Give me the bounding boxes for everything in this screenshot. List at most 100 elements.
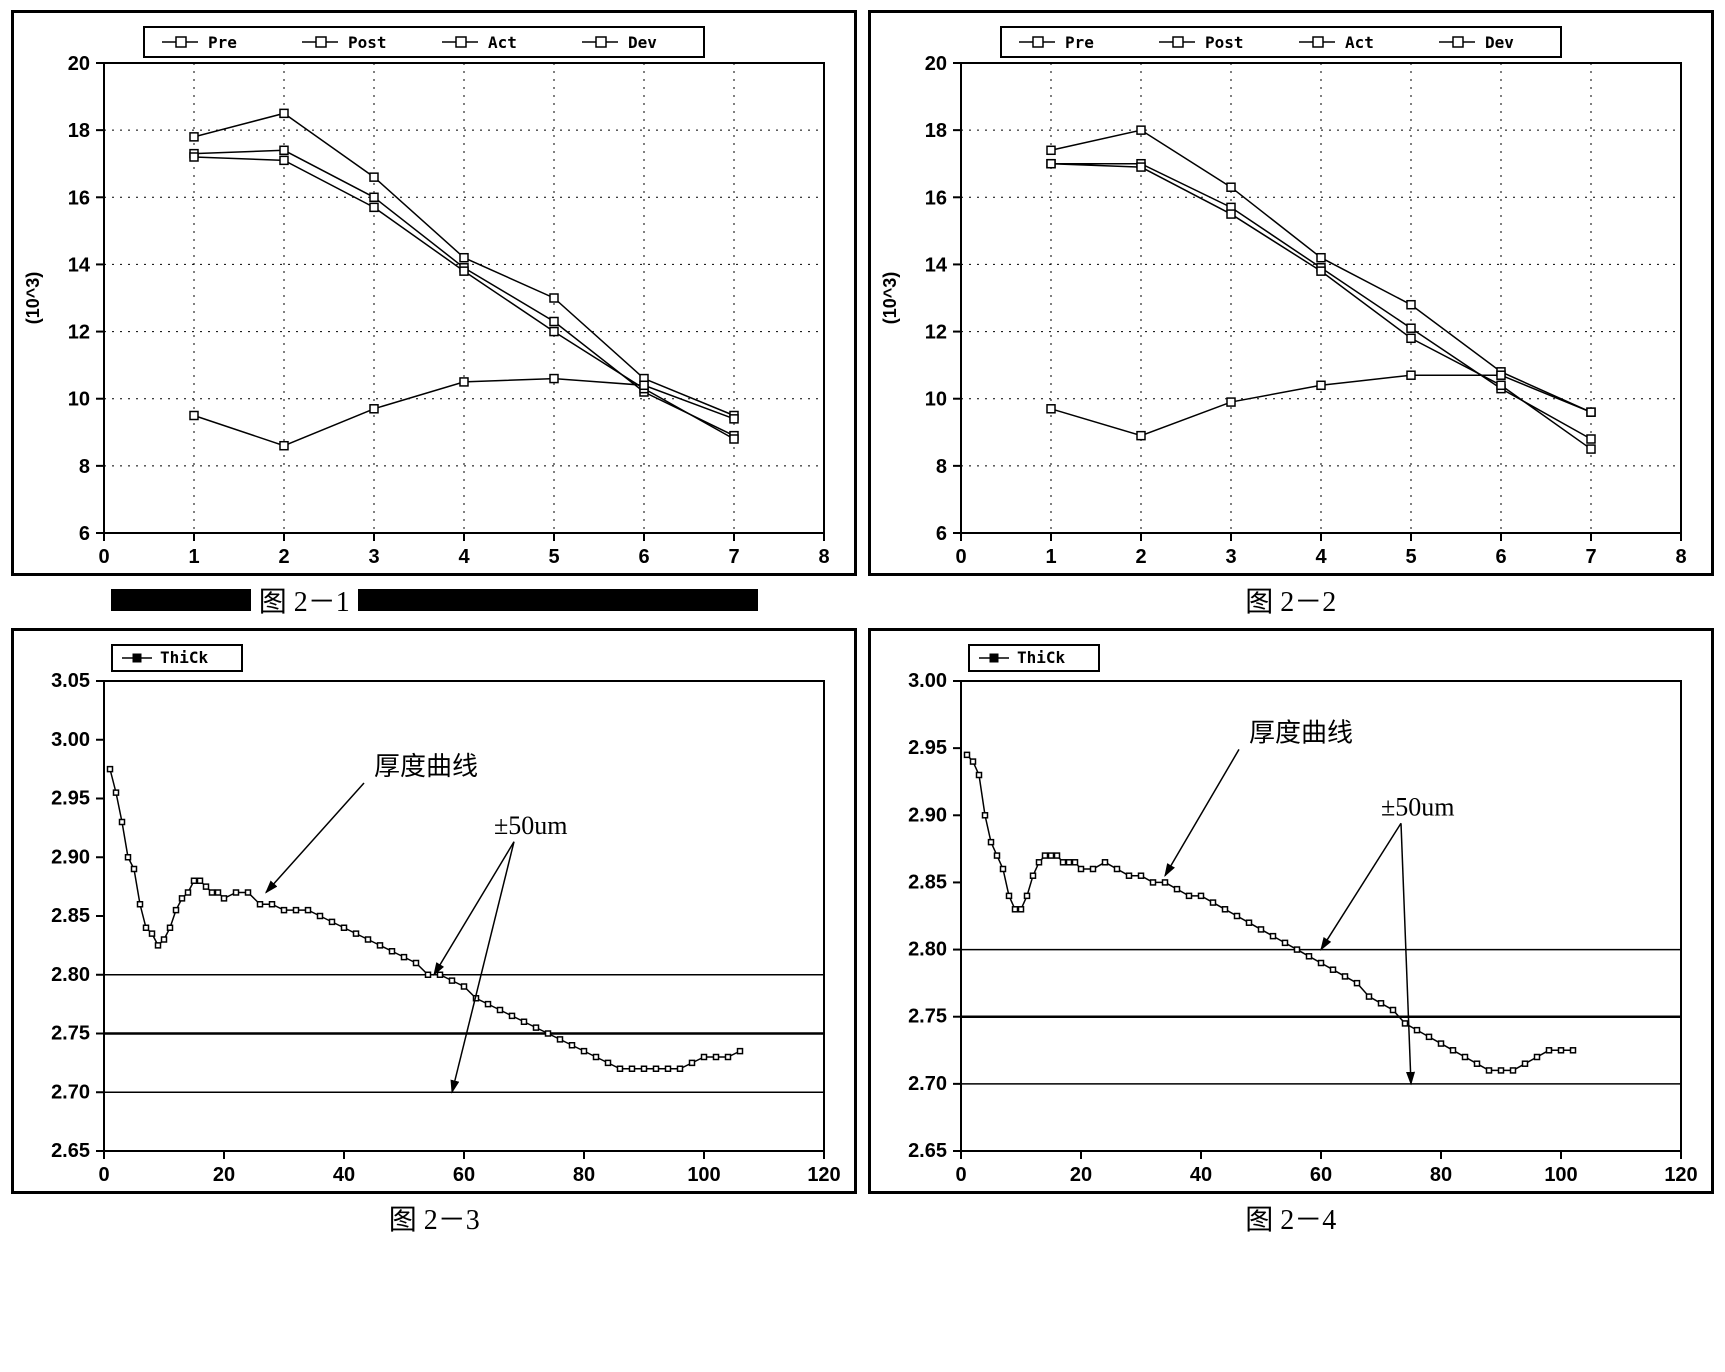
svg-text:±50um: ±50um (494, 811, 568, 840)
svg-text:16: 16 (68, 187, 90, 209)
svg-text:3: 3 (1225, 546, 1236, 568)
svg-text:2.70: 2.70 (908, 1073, 947, 1095)
svg-text:2.85: 2.85 (51, 905, 90, 927)
svg-text:8: 8 (79, 456, 90, 478)
caption-2-4: 图 2－4 (1245, 1198, 1336, 1238)
svg-text:10: 10 (925, 389, 947, 411)
svg-text:0: 0 (99, 546, 110, 568)
svg-text:4: 4 (459, 546, 471, 568)
svg-text:ThiCk: ThiCk (1017, 648, 1066, 667)
svg-text:Dev: Dev (1485, 33, 1514, 52)
svg-text:±50um: ±50um (1381, 792, 1455, 821)
svg-text:18: 18 (68, 120, 90, 142)
svg-text:12: 12 (925, 322, 947, 344)
svg-text:16: 16 (925, 187, 947, 209)
svg-text:厚度曲线: 厚度曲线 (1249, 718, 1353, 747)
figure-grid: 01234567868101214161820(10^3)PrePostActD… (0, 0, 1725, 1248)
caption-text: 图 2－2 (1245, 580, 1336, 620)
svg-text:Dev: Dev (628, 33, 657, 52)
svg-text:20: 20 (68, 53, 90, 75)
svg-text:60: 60 (1310, 1164, 1332, 1186)
svg-text:100: 100 (1544, 1164, 1577, 1186)
svg-text:3.00: 3.00 (908, 670, 947, 692)
svg-text:2.90: 2.90 (908, 804, 947, 826)
chart-2-3: 0 20 40 60 80 100 120 2.65 2.70 2.75 2.80 2.85 2.90 2… (11, 628, 857, 1194)
svg-text:Act: Act (488, 33, 517, 52)
svg-text:18: 18 (925, 120, 947, 142)
caption-2-3: 图 2－3 (389, 1198, 480, 1238)
svg-text:14: 14 (925, 254, 948, 276)
caption-text: 图 2－3 (389, 1198, 480, 1238)
caption-2-1: 图 2－1 (111, 580, 758, 620)
svg-text:100: 100 (688, 1164, 721, 1186)
svg-text:4: 4 (1315, 546, 1327, 568)
panel-2-2: 01234567868101214161820(10^3)PrePostActD… (867, 10, 1716, 620)
panel-2-1: 01234567868101214161820(10^3)PrePostActD… (10, 10, 859, 620)
svg-text:7: 7 (729, 546, 740, 568)
svg-text:2.70: 2.70 (51, 1081, 90, 1103)
svg-text:1: 1 (1045, 546, 1056, 568)
svg-text:1: 1 (189, 546, 200, 568)
svg-text:5: 5 (1405, 546, 1416, 568)
caption-text: 图 2－1 (259, 580, 350, 620)
svg-text:厚度曲线: 厚度曲线 (374, 752, 478, 781)
svg-text:2.95: 2.95 (51, 788, 90, 810)
svg-text:12: 12 (68, 322, 90, 344)
svg-text:7: 7 (1585, 546, 1596, 568)
svg-text:5: 5 (549, 546, 560, 568)
svg-text:6: 6 (639, 546, 650, 568)
svg-text:10: 10 (68, 389, 90, 411)
svg-text:0: 0 (955, 1164, 966, 1186)
svg-text:0: 0 (99, 1164, 110, 1186)
panel-2-4: 0 20 40 60 80 100 120 2.65 2.70 2.75 2.80 2.85 2.90 2… (867, 628, 1716, 1238)
svg-text:120: 120 (1664, 1164, 1697, 1186)
panel-2-3: 0 20 40 60 80 100 120 2.65 2.70 2.75 2.80 2.85 2.90 2… (10, 628, 859, 1238)
svg-text:2: 2 (1135, 546, 1146, 568)
svg-text:2.65: 2.65 (908, 1140, 947, 1162)
svg-text:2.95: 2.95 (908, 737, 947, 759)
svg-text:80: 80 (573, 1164, 595, 1186)
svg-text:8: 8 (1675, 546, 1686, 568)
svg-text:8: 8 (936, 456, 947, 478)
svg-text:8: 8 (819, 546, 830, 568)
svg-text:ThiCk: ThiCk (160, 648, 209, 667)
svg-text:120: 120 (808, 1164, 841, 1186)
svg-text:Pre: Pre (1065, 33, 1094, 52)
svg-text:(10^3): (10^3) (880, 272, 900, 325)
svg-text:2.80: 2.80 (51, 964, 90, 986)
svg-text:6: 6 (936, 523, 947, 545)
svg-text:60: 60 (453, 1164, 475, 1186)
chart-2-2: 01234567868101214161820(10^3)PrePostActD… (868, 10, 1714, 576)
svg-text:20: 20 (213, 1164, 235, 1186)
svg-text:2.75: 2.75 (51, 1023, 90, 1045)
svg-text:40: 40 (333, 1164, 355, 1186)
chart-2-4: 0 20 40 60 80 100 120 2.65 2.70 2.75 2.80 2.85 2.90 2… (868, 628, 1714, 1194)
caption-bar-right (358, 589, 758, 611)
caption-2-2: 图 2－2 (1245, 580, 1336, 620)
svg-text:20: 20 (1070, 1164, 1092, 1186)
svg-text:(10^3): (10^3) (23, 272, 43, 325)
svg-text:3.05: 3.05 (51, 670, 90, 692)
svg-text:Post: Post (348, 33, 387, 52)
caption-text: 图 2－4 (1245, 1198, 1336, 1238)
svg-text:2.80: 2.80 (908, 939, 947, 961)
svg-text:6: 6 (79, 523, 90, 545)
svg-text:2.90: 2.90 (51, 846, 90, 868)
svg-text:14: 14 (68, 254, 91, 276)
svg-text:40: 40 (1190, 1164, 1212, 1186)
svg-text:2.65: 2.65 (51, 1140, 90, 1162)
svg-text:3.00: 3.00 (51, 729, 90, 751)
svg-text:Post: Post (1205, 33, 1244, 52)
svg-text:2.85: 2.85 (908, 871, 947, 893)
svg-text:3: 3 (369, 546, 380, 568)
caption-bar-left (111, 589, 251, 611)
svg-text:0: 0 (955, 546, 966, 568)
svg-text:80: 80 (1430, 1164, 1452, 1186)
chart-2-1: 01234567868101214161820(10^3)PrePostActD… (11, 10, 857, 576)
svg-text:Pre: Pre (208, 33, 237, 52)
svg-text:2: 2 (279, 546, 290, 568)
svg-text:2.75: 2.75 (908, 1006, 947, 1028)
svg-text:20: 20 (925, 53, 947, 75)
svg-text:6: 6 (1495, 546, 1506, 568)
svg-text:Act: Act (1345, 33, 1374, 52)
